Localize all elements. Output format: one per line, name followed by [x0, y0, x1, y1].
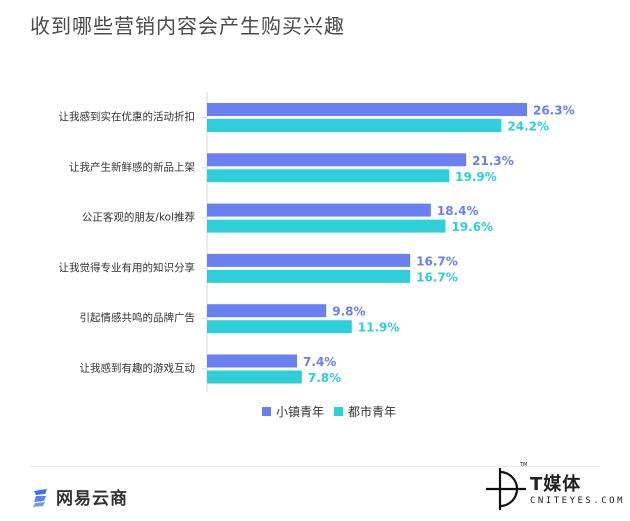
- tmedia-logo: T媒体 CNITEYES.COM TM: [478, 462, 623, 518]
- bar-city: [207, 219, 446, 233]
- data-label: 16.7%: [416, 254, 458, 268]
- data-label: 9.8%: [332, 305, 365, 319]
- legend-swatch: [334, 407, 343, 416]
- bar-chart: 让我感到实在优惠的活动折扣 26.3% 24.2% 让我产生新鲜感的新品上架 21.3%…: [59, 92, 575, 419]
- legend-swatch: [262, 407, 271, 416]
- category-label: 让我觉得专业有用的知识分享: [59, 261, 196, 274]
- data-label: 19.9%: [455, 170, 497, 184]
- bar-town: [207, 354, 298, 368]
- data-label: 18.4%: [437, 204, 479, 218]
- category-label: 让我感到有趣的游戏互动: [80, 362, 196, 375]
- footer-divider: [30, 466, 600, 467]
- data-label: 7.4%: [303, 355, 336, 369]
- tmedia-logo-subtext: CNITEYES.COM: [530, 496, 626, 506]
- tmedia-logo-text: T媒体: [530, 474, 582, 495]
- data-label: 26.3%: [533, 104, 575, 118]
- category-label: 让我感到实在优惠的活动折扣: [59, 110, 196, 123]
- bar-town: [207, 203, 431, 217]
- data-label: 24.2%: [507, 120, 549, 134]
- bar-town: [207, 304, 327, 318]
- bar-city: [207, 119, 502, 132]
- data-label: 11.9%: [358, 321, 400, 335]
- netease-logo-text: 网易云商: [56, 489, 128, 509]
- bar-city: [207, 370, 302, 384]
- category-label: 让我产生新鲜感的新品上架: [69, 160, 195, 173]
- data-label: 7.8%: [308, 371, 341, 385]
- tmedia-logo-icon: [486, 468, 526, 510]
- tmedia-trademark: TM: [520, 462, 528, 468]
- category-label: 公正客观的朋友/kol推荐: [82, 211, 195, 224]
- category-label: 引起情感共鸣的品牌广告: [80, 311, 196, 324]
- legend-label: 小镇青年: [276, 405, 324, 419]
- data-label: 19.6%: [451, 220, 493, 234]
- bar-town: [207, 103, 527, 116]
- netease-logo-icon: [33, 488, 47, 507]
- bar-town: [207, 253, 411, 267]
- bar-city: [207, 320, 352, 334]
- netease-logo: 网易云商: [30, 484, 128, 509]
- bar-town: [207, 153, 467, 167]
- bar-city: [207, 169, 450, 183]
- legend-label: 都市青年: [348, 404, 396, 419]
- data-label: 16.7%: [416, 270, 458, 284]
- bar-city: [207, 269, 411, 283]
- chart-title: 收到哪些营销内容会产生购买兴趣: [30, 14, 345, 38]
- data-label: 21.3%: [472, 154, 514, 168]
